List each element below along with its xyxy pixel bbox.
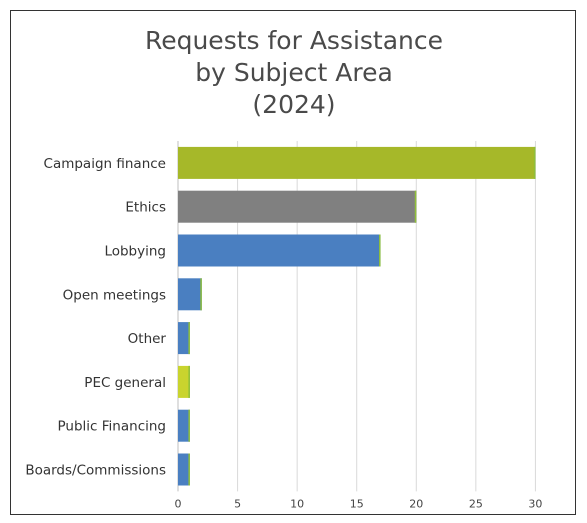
chart-title-line-3: (2024) <box>252 90 336 119</box>
chart-title: Requests for Assistance by Subject Area … <box>11 25 575 121</box>
bar <box>178 278 202 311</box>
x-tick-label: 25 <box>469 497 483 510</box>
bar-edge <box>188 365 190 398</box>
x-tick-label: 10 <box>290 497 304 510</box>
bar-edge <box>188 322 190 355</box>
category-label: Lobbying <box>104 244 166 260</box>
category-label: Open meetings <box>63 287 166 303</box>
bar-edge <box>414 190 417 223</box>
x-tick-label: 30 <box>528 497 542 510</box>
x-tick-label: 15 <box>350 497 364 510</box>
bar <box>178 190 417 223</box>
chart-frame: Requests for Assistance by Subject Area … <box>10 10 576 515</box>
x-tick-label: 20 <box>409 497 423 510</box>
x-tick-label: 0 <box>175 497 182 510</box>
bar <box>178 234 381 267</box>
category-label: Ethics <box>125 200 166 216</box>
chart-title-line-1: Requests for Assistance <box>144 26 444 55</box>
chart-title-line-2: by Subject Area <box>195 58 393 87</box>
bar <box>178 365 190 398</box>
bar <box>178 453 190 486</box>
bar-edge <box>188 409 190 442</box>
bar-edge <box>200 278 202 311</box>
category-label: Boards/Commissions <box>25 463 166 479</box>
bar-edge <box>533 146 536 179</box>
bar <box>178 322 190 355</box>
bar-chart: Campaign finance Ethics Lobbying Open meeti… <box>25 141 542 510</box>
bar-edge <box>379 234 381 267</box>
category-label: PEC general <box>84 375 166 391</box>
bar <box>178 409 190 442</box>
x-tick-label: 5 <box>234 497 241 510</box>
category-label: Campaign finance <box>44 156 166 172</box>
category-label: Public Financing <box>58 419 166 435</box>
category-label: Other <box>128 331 167 347</box>
bar-edge <box>188 453 190 486</box>
bar <box>178 146 536 179</box>
